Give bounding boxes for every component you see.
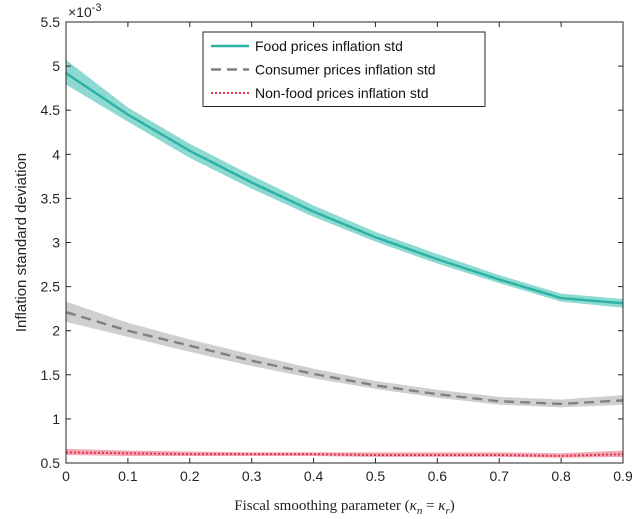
x-tick-label: 0.5 xyxy=(366,468,386,484)
y-tick-label: 4 xyxy=(52,146,60,162)
x-tick-label: 0.6 xyxy=(428,468,448,484)
y-tick-label: 2.5 xyxy=(41,279,61,295)
x-axis-label: Fiscal smoothing parameter (κn = κr) xyxy=(234,498,455,517)
x-axis: 0 0.1 0.2 0.3 0.4 0.5 0.6 0.7 0.8 0.9 xyxy=(62,22,633,484)
series-line-1 xyxy=(65,311,624,406)
legend-label-2: Non-food prices inflation std xyxy=(255,85,429,101)
confidence-bands xyxy=(66,59,623,458)
series-line-0 xyxy=(65,72,624,305)
x-tick-label: 0.8 xyxy=(551,468,571,484)
legend-box xyxy=(202,31,486,107)
x-tick-label: 0.2 xyxy=(180,468,200,484)
legend: Food prices inflation std Consumer prices… xyxy=(202,31,486,107)
x-tick-label: 0.4 xyxy=(304,468,324,484)
y-tick-label: 0.5 xyxy=(41,455,61,471)
x-tick-label: 0 xyxy=(62,468,70,484)
y-axis-label: Inflation standard deviation xyxy=(13,153,30,332)
y-tick-label: 1 xyxy=(52,411,60,427)
x-tick-label: 0.9 xyxy=(613,468,633,484)
y-tick-label: 5.5 xyxy=(41,14,61,30)
y-tick-label: 3 xyxy=(52,235,60,251)
legend-label-1: Consumer prices inflation std xyxy=(255,62,436,78)
x-tick-label: 0.3 xyxy=(242,468,262,484)
x-tick-label: 0.7 xyxy=(489,468,509,484)
legend-label-0: Food prices inflation std xyxy=(255,38,403,54)
y-tick-label: 5 xyxy=(52,58,60,74)
y-axis: 0.5 1 1.5 2 2.5 3 3.5 4 4.5 5 5.5 xyxy=(41,14,623,471)
x-tick-label: 0.1 xyxy=(118,468,138,484)
y-tick-label: 2 xyxy=(52,323,60,339)
y-tick-label: 4.5 xyxy=(41,102,61,118)
series-line-2 xyxy=(65,451,624,457)
y-tick-label: 3.5 xyxy=(41,190,61,206)
y-tick-label: 1.5 xyxy=(41,367,61,383)
y-multiplier-label: ×10-3 xyxy=(68,2,102,20)
confidence-band-1 xyxy=(66,301,623,408)
series-lines xyxy=(65,72,624,457)
